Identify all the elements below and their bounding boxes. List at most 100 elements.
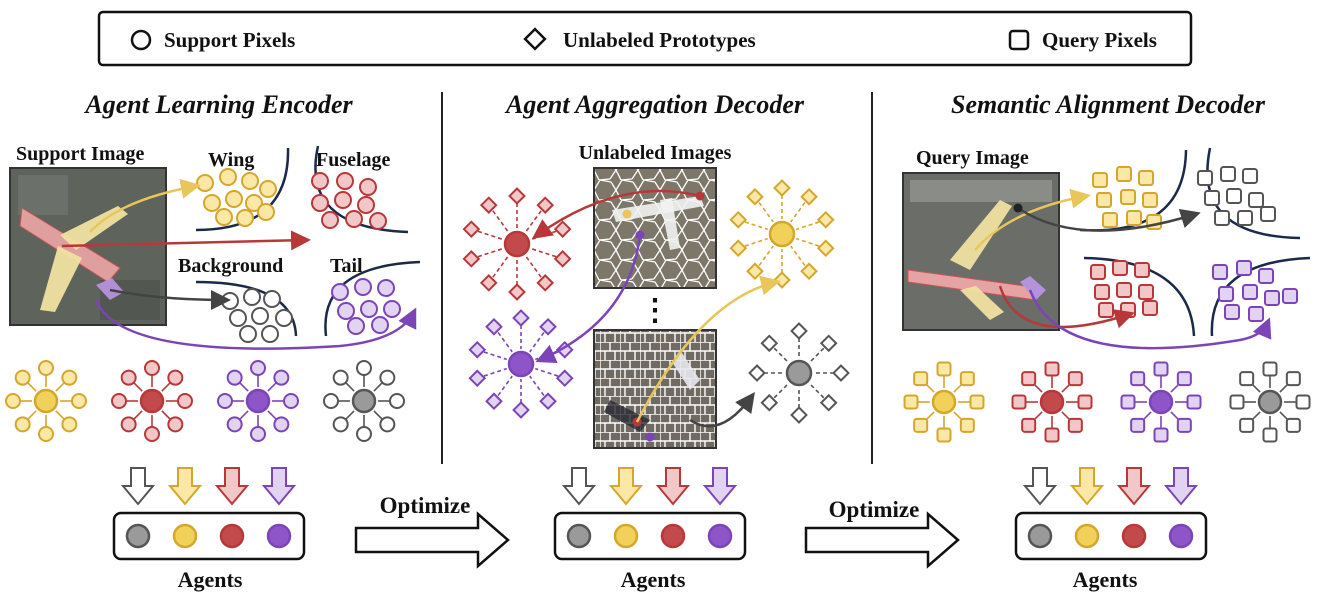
pixel-node xyxy=(345,210,363,228)
agent-link xyxy=(27,382,37,392)
agent-link xyxy=(492,210,509,233)
pixel-node xyxy=(1197,170,1213,186)
agents-label-3: Agents xyxy=(1073,567,1138,592)
pixel-node xyxy=(261,325,279,343)
pixel-node xyxy=(311,194,329,212)
prototype-node xyxy=(748,364,766,382)
agent-link xyxy=(161,382,171,392)
pixel-node xyxy=(61,416,78,433)
pixel-node xyxy=(1067,417,1083,433)
agent-link xyxy=(133,382,143,392)
agent-bar-box xyxy=(553,511,747,561)
anchor-dot xyxy=(645,432,655,442)
agent-link xyxy=(773,347,789,363)
pixel-node xyxy=(354,278,372,296)
pixel-node xyxy=(111,393,127,409)
agents-label-2: Agents xyxy=(621,567,686,592)
pixel-node xyxy=(120,369,137,386)
pixel-node xyxy=(1186,394,1202,410)
agent-core xyxy=(351,388,377,414)
prototype-node xyxy=(512,309,530,327)
down-arrow-icon xyxy=(655,467,691,506)
prototype-node xyxy=(555,369,574,388)
pixel-node xyxy=(1236,260,1252,276)
pixel-node xyxy=(251,307,269,325)
pixel-node xyxy=(245,194,263,212)
down-arrow-icon xyxy=(1116,467,1152,506)
prototype-node xyxy=(536,196,555,215)
prototype-node xyxy=(729,239,748,258)
aggregation-title: Agent Aggregation Decoder xyxy=(504,90,805,119)
pixel-node xyxy=(225,190,243,208)
agent-link xyxy=(27,410,37,420)
agent-token xyxy=(660,523,686,549)
prototype-node xyxy=(536,273,555,292)
pixel-node xyxy=(1130,371,1146,387)
agent-link xyxy=(373,410,383,420)
pixel-node xyxy=(1142,300,1158,316)
prototype-node xyxy=(508,187,526,205)
agent-star xyxy=(5,360,87,442)
pixel-node xyxy=(275,309,293,327)
agent-link xyxy=(497,375,513,397)
pixel-node xyxy=(1090,264,1106,280)
pixel-node xyxy=(5,393,21,409)
pixel-node xyxy=(1282,288,1298,304)
pixel-cluster xyxy=(196,168,277,227)
agent-star xyxy=(217,360,299,442)
down-arrow-icon xyxy=(1163,467,1199,506)
agent-link xyxy=(535,367,559,377)
pixel-node xyxy=(243,288,261,306)
agent-stars-row xyxy=(903,361,1311,443)
prototype-node xyxy=(819,393,838,412)
pixel-node xyxy=(1098,302,1114,318)
agent-link xyxy=(758,245,774,267)
pixel-node xyxy=(936,361,952,377)
pixel-node xyxy=(167,369,184,386)
agent-star xyxy=(468,309,574,419)
pixel-node xyxy=(38,426,54,442)
unlabeled-images-label: Unlabeled Images xyxy=(579,142,732,164)
pixel-node xyxy=(14,369,31,386)
pixel-node xyxy=(331,283,349,301)
pixel-node xyxy=(969,394,985,410)
agent-core xyxy=(1257,389,1283,415)
pixel-node xyxy=(337,302,355,320)
pixel-node xyxy=(356,360,372,376)
pixel-cluster xyxy=(1212,260,1298,322)
agent-link xyxy=(267,382,277,392)
prototype-node xyxy=(479,273,498,292)
agent-token xyxy=(219,523,245,549)
pixel-node xyxy=(1239,417,1255,433)
pixel-node xyxy=(1021,417,1037,433)
pixel-node xyxy=(250,426,266,442)
pixel-node xyxy=(239,325,257,343)
agent-link xyxy=(531,230,557,241)
pixel-node xyxy=(120,416,137,433)
legend-unlabeled-label: Unlabeled Prototypes xyxy=(563,28,756,52)
assignment-arrow xyxy=(94,299,417,350)
assignment-arrow xyxy=(61,230,311,251)
pixel-node xyxy=(332,416,349,433)
prototype-node xyxy=(790,322,808,340)
pixel-node xyxy=(1153,361,1169,377)
agent-core xyxy=(768,220,796,248)
agent-core xyxy=(503,230,531,258)
agent-link xyxy=(55,410,65,420)
pixel-node xyxy=(217,393,233,409)
agent-bar xyxy=(1014,467,1208,561)
agent-star xyxy=(111,360,193,442)
pixel-node xyxy=(1176,417,1192,433)
optimize-arrow-2 xyxy=(804,511,960,569)
pixel-node xyxy=(1120,189,1136,205)
agent-link xyxy=(796,221,820,231)
assignment-arrow xyxy=(109,288,231,310)
pixel-node xyxy=(389,393,405,409)
prototype-node xyxy=(485,317,503,336)
support-image-label: Support Image xyxy=(16,143,144,165)
pixel-node xyxy=(1094,284,1110,300)
agent-link xyxy=(796,237,820,247)
pixel-node xyxy=(323,393,339,409)
agent-link xyxy=(55,382,65,392)
pixel-node xyxy=(1242,284,1258,300)
